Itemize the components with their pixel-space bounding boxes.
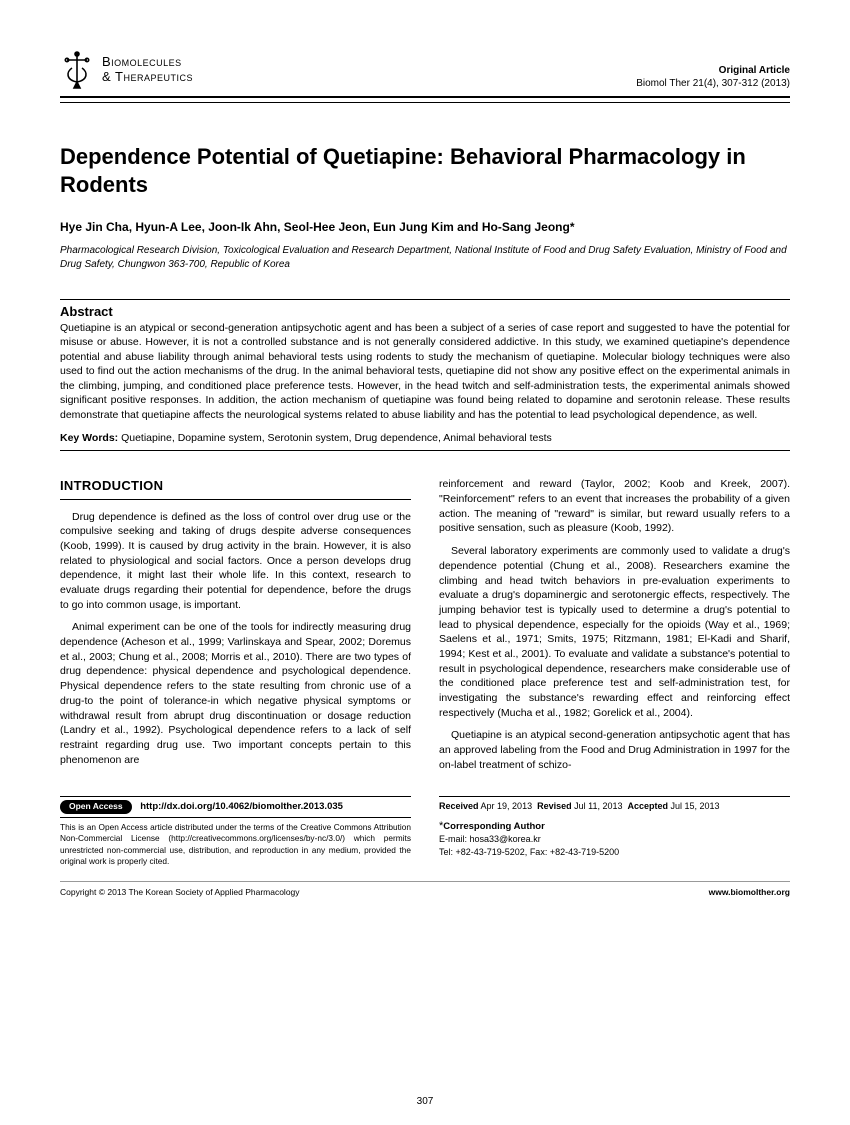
dates-row: Received Apr 19, 2013 Revised Jul 11, 20…: [439, 796, 790, 812]
corresponding-tel: Tel: +82-43-719-5202, Fax: +82-43-719-52…: [439, 847, 619, 857]
article-type: Original Article: [636, 64, 790, 77]
open-access-badge: Open Access: [60, 800, 132, 813]
keywords-text: Quetiapine, Dopamine system, Serotonin s…: [118, 432, 552, 444]
left-column: INTRODUCTION Drug dependence is defined …: [60, 477, 411, 780]
copyright-text: Copyright © 2013 The Korean Society of A…: [60, 887, 300, 897]
section-heading-introduction: INTRODUCTION: [60, 477, 411, 499]
intro-para-1: Drug dependence is defined as the loss o…: [60, 510, 411, 613]
journal-name-line2: & Therapeutics: [102, 70, 193, 85]
footer-right: Received Apr 19, 2013 Revised Jul 11, 20…: [439, 796, 790, 867]
intro-para-4: Several laboratory experiments are commo…: [439, 544, 790, 720]
doi-link[interactable]: http://dx.doi.org/10.4062/biomolther.201…: [140, 801, 343, 812]
journal-logo-icon: [60, 50, 94, 90]
header-meta: Original Article Biomol Ther 21(4), 307-…: [636, 64, 790, 90]
citation: Biomol Ther 21(4), 307-312 (2013): [636, 77, 790, 90]
keywords-label: Key Words:: [60, 432, 118, 444]
header-rule: [60, 102, 790, 103]
journal-name: Biomolecules & Therapeutics: [102, 55, 193, 85]
footer-block: Open Access http://dx.doi.org/10.4062/bi…: [60, 796, 790, 867]
footer-left: Open Access http://dx.doi.org/10.4062/bi…: [60, 796, 411, 867]
abstract-heading: Abstract: [60, 299, 790, 319]
affiliation: Pharmacological Research Division, Toxic…: [60, 244, 790, 271]
email-label: E-mail:: [439, 834, 470, 844]
keywords-line: Key Words: Quetiapine, Dopamine system, …: [60, 432, 790, 444]
journal-logo-block: Biomolecules & Therapeutics: [60, 50, 193, 90]
intro-para-5: Quetiapine is an atypical second-generat…: [439, 728, 790, 772]
right-column: reinforcement and reward (Taylor, 2002; …: [439, 477, 790, 780]
corresponding-author-block: *Corresponding Author E-mail: hosa33@kor…: [439, 819, 790, 858]
license-text: This is an Open Access article distribut…: [60, 822, 411, 867]
copyright-row: Copyright © 2013 The Korean Society of A…: [60, 881, 790, 897]
page-header: Biomolecules & Therapeutics Original Art…: [60, 50, 790, 98]
article-title: Dependence Potential of Quetiapine: Beha…: [60, 143, 790, 198]
intro-para-3: reinforcement and reward (Taylor, 2002; …: [439, 477, 790, 536]
intro-para-2: Animal experiment can be one of the tool…: [60, 620, 411, 767]
abstract-block: Abstract Quetiapine is an atypical or se…: [60, 299, 790, 451]
body-columns: INTRODUCTION Drug dependence is defined …: [60, 477, 790, 780]
corresponding-email[interactable]: hosa33@korea.kr: [470, 834, 541, 844]
author-list: Hye Jin Cha, Hyun-A Lee, Joon-Ik Ahn, Se…: [60, 220, 790, 234]
journal-name-line1: Biomolecules: [102, 55, 193, 70]
page-number: 307: [417, 1096, 434, 1107]
abstract-text: Quetiapine is an atypical or second-gene…: [60, 321, 790, 422]
journal-website[interactable]: www.biomolther.org: [709, 887, 790, 897]
corresponding-author-label: Corresponding Author: [443, 821, 545, 832]
open-access-row: Open Access http://dx.doi.org/10.4062/bi…: [60, 796, 411, 818]
